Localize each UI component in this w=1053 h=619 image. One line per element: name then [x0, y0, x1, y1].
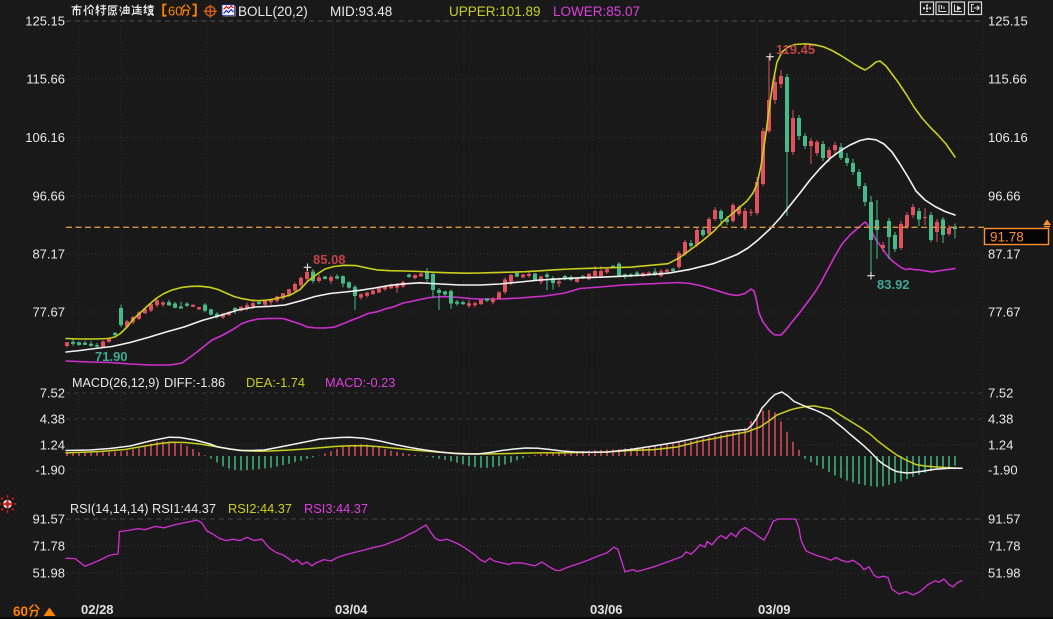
svg-text:125.15: 125.15	[988, 14, 1028, 29]
svg-text:4.38: 4.38	[988, 412, 1013, 427]
svg-text:LOWER:85.07: LOWER:85.07	[553, 4, 640, 19]
svg-text:51.98: 51.98	[32, 566, 65, 581]
svg-text:DIFF:-1.86: DIFF:-1.86	[164, 375, 225, 390]
svg-text:RSI3:44.37: RSI3:44.37	[304, 501, 368, 516]
svg-text:UPPER:101.89: UPPER:101.89	[449, 4, 541, 19]
svg-text:71.90: 71.90	[95, 349, 128, 364]
svg-text:106.16: 106.16	[25, 130, 65, 145]
svg-text:71.78: 71.78	[988, 539, 1021, 554]
svg-text:BOLL(20,2): BOLL(20,2)	[238, 4, 308, 19]
svg-text:87.17: 87.17	[32, 247, 65, 262]
svg-text:106.16: 106.16	[988, 130, 1028, 145]
svg-text:91.78: 91.78	[990, 230, 1024, 245]
svg-text:85.08: 85.08	[313, 252, 346, 267]
svg-text:83.92: 83.92	[877, 277, 910, 292]
svg-text:60: 60	[168, 3, 182, 18]
svg-text:03/09: 03/09	[758, 602, 791, 617]
svg-text:03/04: 03/04	[335, 602, 368, 617]
svg-text:87.17: 87.17	[988, 247, 1021, 262]
svg-text:115.66: 115.66	[988, 72, 1027, 87]
svg-text:RSI(14,14,14): RSI(14,14,14)	[70, 502, 148, 516]
svg-text:91.57: 91.57	[988, 512, 1021, 527]
svg-text:77.67: 77.67	[32, 305, 65, 320]
svg-text:96.66: 96.66	[32, 189, 65, 204]
svg-text:51.98: 51.98	[988, 566, 1021, 581]
svg-text:115.66: 115.66	[26, 72, 65, 87]
svg-text:71.78: 71.78	[32, 539, 65, 554]
svg-text:-1.90: -1.90	[35, 463, 65, 478]
svg-text:125.15: 125.15	[25, 14, 65, 29]
svg-text:MACD:-0.23: MACD:-0.23	[325, 375, 395, 390]
svg-text:91.57: 91.57	[32, 512, 65, 527]
svg-text:-1.90: -1.90	[988, 463, 1018, 478]
svg-text:7.52: 7.52	[988, 386, 1013, 401]
svg-text:1.24: 1.24	[988, 438, 1013, 453]
svg-text:96.66: 96.66	[988, 189, 1021, 204]
svg-text:77.67: 77.67	[988, 305, 1021, 320]
svg-text:119.45: 119.45	[776, 42, 815, 57]
svg-text:1.24: 1.24	[40, 438, 65, 453]
svg-text:03/06: 03/06	[590, 602, 623, 617]
svg-text:RSI1:44.37: RSI1:44.37	[152, 501, 216, 516]
svg-text:DEA:-1.74: DEA:-1.74	[246, 375, 305, 390]
svg-text:MID:93.48: MID:93.48	[330, 4, 392, 19]
svg-text:7.52: 7.52	[40, 386, 65, 401]
svg-text:02/28: 02/28	[81, 602, 114, 617]
svg-text:4.38: 4.38	[40, 412, 65, 427]
svg-text:RSI2:44.37: RSI2:44.37	[228, 501, 292, 516]
svg-text:60: 60	[13, 604, 28, 619]
svg-text:MACD(26,12,9): MACD(26,12,9)	[72, 376, 160, 390]
